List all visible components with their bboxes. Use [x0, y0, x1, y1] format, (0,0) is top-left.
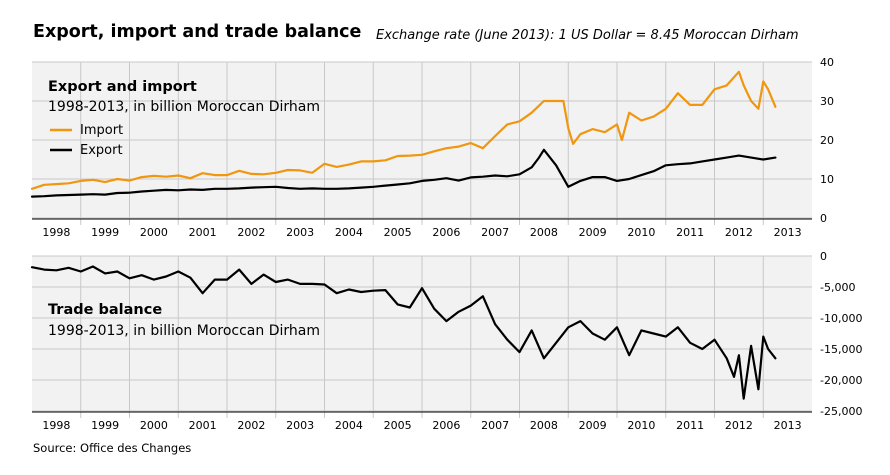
x-tick-label: 2008 — [530, 419, 558, 432]
panel-subtitle: 1998-2013, in billion Moroccan Dirham — [48, 99, 320, 115]
x-tick-label: 2000 — [140, 226, 168, 239]
x-tick-label: 2001 — [189, 226, 217, 239]
y-tick-label: -10,000 — [820, 312, 862, 325]
x-tick-label: 2012 — [725, 419, 753, 432]
panel-title: Trade balance — [48, 302, 162, 318]
import-series-line — [30, 70, 777, 190]
y-tick-label: -15,000 — [820, 343, 862, 356]
panel-title: Export and import — [48, 79, 197, 95]
x-tick-label: 2003 — [286, 226, 314, 239]
x-tick-label: 2007 — [481, 419, 509, 432]
y-tick-label: -20,000 — [820, 374, 862, 387]
y-tick-label: 30 — [820, 95, 834, 108]
x-tick-label: 2011 — [676, 226, 704, 239]
source-note: Source: Office des Changes — [33, 441, 192, 455]
y-tick-label: 10 — [820, 173, 834, 186]
y-tick-label: 40 — [820, 56, 834, 69]
x-tick-label: 2005 — [384, 419, 412, 432]
x-tick-label: 1999 — [91, 419, 119, 432]
x-tick-label: 2013 — [774, 226, 802, 239]
trade-balance-panel: 0 -5,000 -10,000 -15,000 -20,000 -25,000 1998 1… — [30, 250, 862, 432]
trade-balance-series-line — [30, 265, 777, 400]
x-tick-label: 2002 — [237, 419, 265, 432]
chart-title: Export, import and trade balance — [33, 22, 362, 42]
y-tick-label: -25,000 — [820, 405, 862, 418]
x-tick-label: 2001 — [189, 419, 217, 432]
x-tick-label: 2008 — [530, 226, 558, 239]
export-series-line — [30, 148, 777, 198]
y-tick-label: 20 — [820, 134, 834, 147]
export-import-panel: 0 10 20 30 40 1998 1999 2000 2001 2002 2003 2004 200… — [30, 56, 834, 239]
x-tick-label: 2013 — [774, 419, 802, 432]
x-tick-label: 2007 — [481, 226, 509, 239]
x-tick-label: 2012 — [725, 226, 753, 239]
x-tick-label: 1998 — [42, 226, 70, 239]
x-tick-label: 1998 — [42, 419, 70, 432]
x-tick-label: 2009 — [579, 226, 607, 239]
import-legend-label: Import — [80, 123, 123, 138]
x-tick-label: 2006 — [432, 226, 460, 239]
x-tick-label: 2002 — [237, 226, 265, 239]
x-tick-label: 2004 — [335, 226, 363, 239]
y-tick-label: -5,000 — [820, 281, 855, 294]
x-tick-label: 2006 — [432, 419, 460, 432]
exchange-rate-note: Exchange rate (June 2013): 1 US Dollar =… — [376, 28, 799, 43]
x-tick-label: 1999 — [91, 226, 119, 239]
x-tick-label: 2000 — [140, 419, 168, 432]
y-tick-label: 0 — [820, 212, 827, 225]
x-tick-label: 2009 — [579, 419, 607, 432]
x-tick-label: 2005 — [384, 226, 412, 239]
panel-subtitle: 1998-2013, in billion Moroccan Dirham — [48, 323, 320, 339]
x-tick-label: 2003 — [286, 419, 314, 432]
x-tick-label: 2010 — [627, 419, 655, 432]
x-tick-label: 2004 — [335, 419, 363, 432]
y-tick-label: 0 — [820, 250, 827, 263]
x-tick-label: 2011 — [676, 419, 704, 432]
export-legend-label: Export — [80, 143, 123, 158]
x-tick-label: 2010 — [627, 226, 655, 239]
